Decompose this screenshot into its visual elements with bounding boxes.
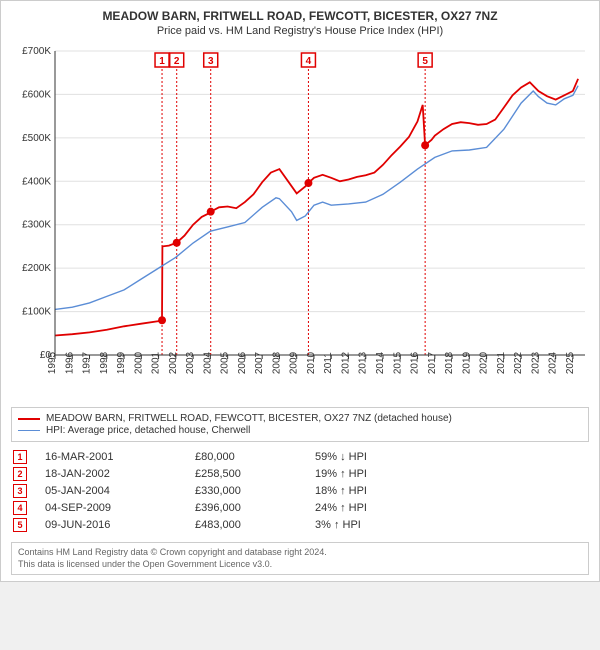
series-line (55, 86, 578, 310)
chart: £0£100K£200K£300K£400K£500K£600K£700K199… (9, 41, 591, 401)
transaction-delta: 19% ↑ HPI (315, 468, 435, 480)
transaction-marker: 3 (13, 484, 27, 498)
transaction-row: 4 04-SEP-2009£396,00024% ↑ HPI (11, 501, 589, 515)
transaction-date: 04-SEP-2009 (45, 502, 195, 514)
transaction-date: 05-JAN-2004 (45, 485, 195, 497)
legend-row: MEADOW BARN, FRITWELL ROAD, FEWCOTT, BIC… (18, 413, 582, 424)
y-tick-label: £300K (22, 220, 51, 231)
transaction-price: £330,000 (195, 485, 315, 497)
titles: MEADOW BARN, FRITWELL ROAD, FEWCOTT, BIC… (9, 9, 591, 37)
marker-number: 1 (159, 56, 165, 67)
main-title: MEADOW BARN, FRITWELL ROAD, FEWCOTT, BIC… (9, 9, 591, 23)
transaction-price: £483,000 (195, 519, 315, 531)
marker-dot (207, 208, 215, 216)
series-line (55, 79, 578, 336)
legend: MEADOW BARN, FRITWELL ROAD, FEWCOTT, BIC… (11, 407, 589, 442)
y-tick-label: £200K (22, 263, 51, 274)
y-tick-label: £600K (22, 89, 51, 100)
transactions-table: 1 16-MAR-2001£80,00059% ↓ HPI 2 18-JAN-2002… (11, 450, 589, 532)
transaction-price: £80,000 (195, 451, 315, 463)
transaction-row: 1 16-MAR-2001£80,00059% ↓ HPI (11, 450, 589, 464)
marker-dot (173, 239, 181, 247)
transaction-date: 18-JAN-2002 (45, 468, 195, 480)
transaction-marker: 1 (13, 450, 27, 464)
footer-line-2: This data is licensed under the Open Gov… (18, 559, 582, 571)
legend-label: HPI: Average price, detached house, Cher… (46, 425, 250, 436)
transaction-marker: 2 (13, 467, 27, 481)
transaction-row: 2 18-JAN-2002£258,50019% ↑ HPI (11, 467, 589, 481)
transaction-delta: 24% ↑ HPI (315, 502, 435, 514)
legend-row: HPI: Average price, detached house, Cher… (18, 425, 582, 436)
transaction-delta: 18% ↑ HPI (315, 485, 435, 497)
y-tick-label: £700K (22, 46, 51, 57)
legend-swatch (18, 418, 40, 420)
transaction-price: £396,000 (195, 502, 315, 514)
transaction-date: 16-MAR-2001 (45, 451, 195, 463)
transaction-price: £258,500 (195, 468, 315, 480)
y-tick-label: £100K (22, 307, 51, 318)
marker-number: 3 (208, 56, 214, 67)
transaction-delta: 3% ↑ HPI (315, 519, 435, 531)
marker-number: 2 (174, 56, 180, 67)
transaction-marker: 5 (13, 518, 27, 532)
y-tick-label: £500K (22, 133, 51, 144)
transaction-row: 5 09-JUN-2016£483,0003% ↑ HPI (11, 518, 589, 532)
chart-svg: £0£100K£200K£300K£400K£500K£600K£700K199… (9, 41, 591, 401)
marker-number: 5 (422, 56, 428, 67)
legend-label: MEADOW BARN, FRITWELL ROAD, FEWCOTT, BIC… (46, 413, 452, 424)
marker-dot (421, 141, 429, 149)
marker-number: 4 (306, 56, 312, 67)
y-tick-label: £400K (22, 176, 51, 187)
transaction-date: 09-JUN-2016 (45, 519, 195, 531)
legend-swatch (18, 430, 40, 431)
transaction-delta: 59% ↓ HPI (315, 451, 435, 463)
footer: Contains HM Land Registry data © Crown c… (11, 542, 589, 575)
transaction-row: 3 05-JAN-2004£330,00018% ↑ HPI (11, 484, 589, 498)
footer-line-1: Contains HM Land Registry data © Crown c… (18, 547, 582, 559)
sub-title: Price paid vs. HM Land Registry's House … (9, 25, 591, 37)
marker-dot (304, 179, 312, 187)
transaction-marker: 4 (13, 501, 27, 515)
marker-dot (158, 316, 166, 324)
chart-container: MEADOW BARN, FRITWELL ROAD, FEWCOTT, BIC… (0, 0, 600, 582)
